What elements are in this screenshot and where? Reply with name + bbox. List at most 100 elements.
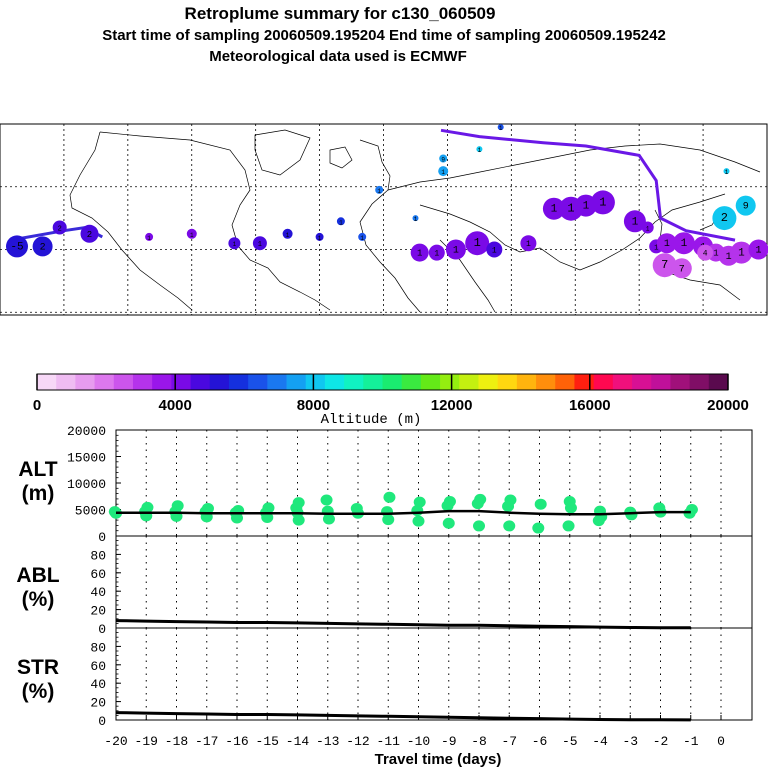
map-trajectory-point (375, 185, 384, 194)
altitude-colorbar: 0 4000 8000 12000 16000 20000 Altitude (m) (33, 373, 749, 428)
map-trajectory-point (228, 237, 241, 250)
time-series-panels: 05000100001500020000ALT(m)020406080ABL(%… (16, 424, 753, 749)
map-point-label: 1 (664, 239, 670, 250)
map-trajectory-point (6, 235, 28, 258)
map-point-label: 1 (599, 195, 606, 209)
map-trajectory-point (623, 210, 646, 233)
altitude-point (413, 496, 426, 508)
map-trajectory-point (497, 124, 504, 131)
str-panel: 0 20 40 60 80 STR(%) (17, 627, 753, 729)
x-tick-label: -18 (165, 734, 188, 749)
x-tick-labels: -20 -19 -18 -17 -16 -15 -14 -13 -12 -11 -10 -9 -8 -7-… (104, 715, 725, 749)
colorbar-cell (248, 374, 268, 390)
map-point-label: 1 (583, 201, 590, 213)
x-tick-label: -8 (471, 734, 487, 749)
y-tick-label: 0 (98, 530, 106, 545)
y-tick-label: 15000 (67, 451, 106, 466)
map-point-label: 1 (339, 219, 343, 226)
colorbar-cell (363, 374, 383, 390)
map-trajectory-point (428, 244, 445, 261)
str-line (115, 711, 691, 722)
map-track-arctic (440, 128, 736, 242)
map-point-label: 1 (726, 252, 732, 263)
y-tick-label: 60 (90, 659, 106, 674)
altitude-point (261, 511, 274, 523)
altitude-point (532, 522, 545, 534)
map-trajectory-point (252, 236, 267, 251)
colorbar-cell (305, 374, 326, 390)
map-point-label: 1 (478, 147, 482, 154)
altitude-point (562, 520, 575, 532)
y-tick-label: 80 (90, 640, 106, 655)
map-point-label: 1 (632, 216, 639, 228)
map-point-label: 1 (474, 236, 481, 250)
x-tick-label: -4 (592, 734, 608, 749)
altitude-point (383, 491, 396, 503)
y-tick-label: 40 (90, 677, 106, 692)
colorbar-cell (440, 374, 460, 390)
map-trajectory-point (656, 233, 677, 254)
map-point-label: 1 (755, 246, 761, 257)
colorbar-tick-label: 12000 (431, 397, 473, 414)
sampling-times: Start time of sampling 20060509.195204 E… (102, 27, 666, 44)
colorbar-cell (670, 374, 691, 390)
altitude-point (625, 509, 638, 521)
map-trajectory-point (735, 195, 756, 216)
map-trajectory-point (32, 236, 53, 257)
map-trajectory-point (590, 190, 615, 215)
x-tick-label: -2 (653, 734, 669, 749)
x-axis-label: Travel time (days) (375, 751, 502, 768)
map-point-label: -5 (10, 241, 23, 253)
str-panel-frame (115, 627, 753, 721)
x-tick-label: -16 (225, 734, 248, 749)
colorbar-cell (516, 374, 537, 390)
colorbar-tick-label: 0 (33, 397, 41, 414)
colorbar-tick-label: 8000 (297, 397, 330, 414)
map-point-label: 1 (414, 216, 418, 223)
map-trajectory-point (671, 258, 692, 279)
map-trajectory-point (476, 146, 483, 153)
colorbar-cell (555, 374, 575, 390)
map-point-label: 1 (492, 247, 497, 256)
colorbar-cell (459, 374, 479, 390)
x-tick-label: -14 (286, 734, 310, 749)
colorbar-tick-label: 20000 (707, 397, 749, 414)
panel-label-bottom: (%) (22, 588, 55, 611)
map-trajectory-point (145, 232, 154, 241)
altitude-point (473, 520, 485, 532)
map-point-label: 1 (551, 204, 558, 216)
map-coastline (654, 209, 663, 241)
figure-title: Retroplume summary for c130_060509 (185, 4, 496, 23)
map-point-label: 1 (360, 235, 364, 242)
map-coastlines (69, 129, 761, 313)
colorbar-cell (286, 374, 307, 390)
y-tick-label: 10000 (67, 477, 106, 492)
colorbar-cell (171, 374, 191, 390)
colorbar-cell (420, 374, 441, 390)
map-point-label: 7 (661, 258, 668, 272)
x-tick-label: -10 (407, 734, 430, 749)
altitude-point (592, 515, 605, 527)
map-point-label: 1 (738, 248, 745, 260)
x-tick-label: -19 (135, 734, 158, 749)
colorbar-cell (152, 374, 172, 390)
map-trajectory-point (672, 232, 695, 255)
colorbar-tick-label: 4000 (159, 397, 192, 414)
colorbar-cell (132, 374, 153, 390)
x-tick-label: 0 (717, 734, 725, 749)
map-point-label: 9 (743, 202, 749, 213)
altitude-point (231, 512, 243, 524)
x-tick-label: -5 (562, 734, 578, 749)
altitude-point (471, 498, 484, 510)
map-trajectory-point (358, 232, 367, 241)
panel-label-top: ABL (16, 564, 59, 587)
map-trajectory-point (723, 168, 730, 175)
altitude-point (442, 517, 455, 529)
y-tick-label: 60 (90, 567, 106, 582)
map-trajectory-point (697, 244, 714, 261)
map-point-label: 1 (453, 246, 459, 257)
map-point-label: 1 (654, 244, 658, 252)
colorbar-cell (401, 374, 422, 390)
map-trajectory-point (520, 235, 537, 252)
colorbar-cell (689, 374, 710, 390)
